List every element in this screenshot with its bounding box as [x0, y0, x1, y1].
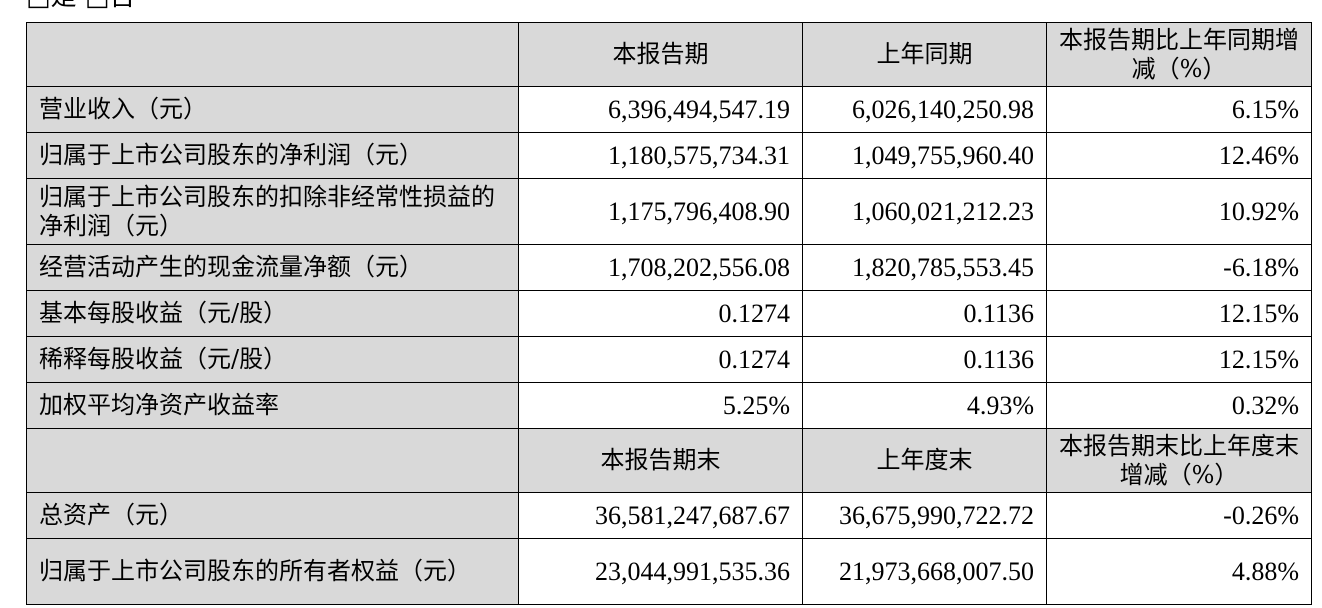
change-value: -6.18% — [1046, 244, 1312, 291]
table-row: 稀释每股收益（元/股） 0.1274 0.1136 12.15% — [26, 336, 1312, 383]
header-blank-cell — [26, 22, 519, 87]
change-value: 12.15% — [1046, 290, 1312, 337]
header-row-period-end: 本报告期末 上年度末 本报告期末比上年度末增减（%） — [26, 428, 1312, 493]
header-row-period: 本报告期 上年同期 本报告期比上年同期增减（%） — [26, 22, 1312, 87]
current-value: 36,581,247,687.67 — [518, 492, 803, 539]
change-value: 12.46% — [1046, 132, 1312, 179]
current-value: 6,396,494,547.19 — [518, 86, 803, 133]
current-value: 23,044,991,535.36 — [518, 538, 803, 605]
current-value: 0.1274 — [518, 290, 803, 337]
change-value: 6.15% — [1046, 86, 1312, 133]
change-value: 0.32% — [1046, 382, 1312, 429]
header-prior-year-end: 上年度末 — [802, 428, 1047, 493]
prior-value: 1,060,021,212.23 — [802, 178, 1047, 245]
table-row: 总资产（元） 36,581,247,687.67 36,675,990,722.… — [26, 492, 1312, 539]
prior-value: 4.93% — [802, 382, 1047, 429]
change-value: -0.26% — [1046, 492, 1312, 539]
table-row: 归属于上市公司股东的扣除非经常性损益的净利润（元） 1,175,796,408.… — [26, 178, 1312, 245]
row-label: 归属于上市公司股东的净利润（元） — [26, 132, 519, 179]
prior-value: 21,973,668,007.50 — [802, 538, 1047, 605]
row-label: 营业收入（元） — [26, 86, 519, 133]
table-row: 营业收入（元） 6,396,494,547.19 6,026,140,250.9… — [26, 86, 1312, 133]
header-current-period: 本报告期 — [518, 22, 803, 87]
row-label: 加权平均净资产收益率 — [26, 382, 519, 429]
top-text-fragment: □是 □否 — [26, 0, 135, 10]
change-value: 12.15% — [1046, 336, 1312, 383]
table-row: 经营活动产生的现金流量净额（元） 1,708,202,556.08 1,820,… — [26, 244, 1312, 291]
current-value: 1,175,796,408.90 — [518, 178, 803, 245]
prior-value: 0.1136 — [802, 336, 1047, 383]
prior-value: 6,026,140,250.98 — [802, 86, 1047, 133]
header-current-period-end: 本报告期末 — [518, 428, 803, 493]
current-value: 1,708,202,556.08 — [518, 244, 803, 291]
current-value: 0.1274 — [518, 336, 803, 383]
header-period-end-change-text: 本报告期末比上年度末增减（%） — [1059, 431, 1299, 489]
prior-value: 1,049,755,960.40 — [802, 132, 1047, 179]
table-row: 基本每股收益（元/股） 0.1274 0.1136 12.15% — [26, 290, 1312, 337]
row-label: 基本每股收益（元/股） — [26, 290, 519, 337]
table-row: 归属于上市公司股东的净利润（元） 1,180,575,734.31 1,049,… — [26, 132, 1312, 179]
financial-summary-table: 本报告期 上年同期 本报告期比上年同期增减（%） 营业收入（元） 6,396,4… — [26, 22, 1312, 605]
header-period-change-text: 本报告期比上年同期增减（%） — [1059, 25, 1299, 83]
row-label: 稀释每股收益（元/股） — [26, 336, 519, 383]
table-row: 加权平均净资产收益率 5.25% 4.93% 0.32% — [26, 382, 1312, 429]
change-value: 10.92% — [1046, 178, 1312, 245]
prior-value: 1,820,785,553.45 — [802, 244, 1047, 291]
prior-value: 0.1136 — [802, 290, 1047, 337]
header-prior-period: 上年同期 — [802, 22, 1047, 87]
row-label: 经营活动产生的现金流量净额（元） — [26, 244, 519, 291]
header-period-end-change: 本报告期末比上年度末增减（%） — [1046, 428, 1312, 493]
header-blank-cell — [26, 428, 519, 493]
current-value: 1,180,575,734.31 — [518, 132, 803, 179]
change-value: 4.88% — [1046, 538, 1312, 605]
row-label: 总资产（元） — [26, 492, 519, 539]
table-row: 归属于上市公司股东的所有者权益（元） 23,044,991,535.36 21,… — [26, 538, 1312, 605]
row-label: 归属于上市公司股东的所有者权益（元） — [26, 538, 519, 605]
header-period-change: 本报告期比上年同期增减（%） — [1046, 22, 1312, 87]
prior-value: 36,675,990,722.72 — [802, 492, 1047, 539]
current-value: 5.25% — [518, 382, 803, 429]
row-label: 归属于上市公司股东的扣除非经常性损益的净利润（元） — [26, 178, 519, 245]
